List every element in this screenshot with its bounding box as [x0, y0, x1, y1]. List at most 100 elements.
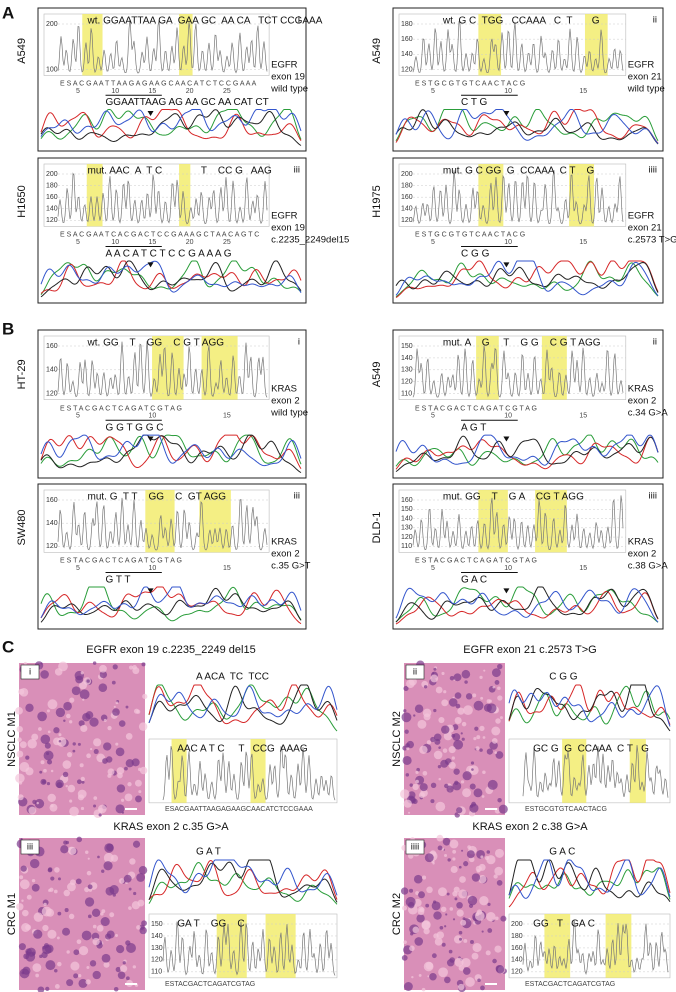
tissue: [446, 958, 455, 967]
tissue: [47, 730, 51, 734]
tissue: [101, 953, 111, 963]
sequence-bottom: A G T: [461, 422, 486, 433]
tissue: [53, 889, 58, 894]
y-tick-label: 140: [401, 206, 413, 213]
arrow: [147, 588, 154, 594]
tissue: [84, 886, 90, 893]
tissue: [66, 950, 70, 954]
section-label: A: [2, 3, 14, 22]
tissue: [40, 670, 49, 679]
trace: [412, 21, 624, 74]
tissue: [15, 773, 25, 784]
tissue: [470, 761, 475, 765]
tissue: [58, 739, 62, 743]
tissue: [93, 749, 99, 755]
tissue: [437, 764, 442, 769]
sequence-bottom: GGAATTAAG AG AA GC AA CAT CT: [106, 97, 269, 108]
tissue: [411, 975, 414, 979]
tissue: [444, 976, 451, 984]
tissue: [487, 928, 493, 933]
tissue: [493, 874, 498, 879]
tissue: [122, 961, 126, 965]
trace: [40, 434, 302, 474]
tissue: [453, 739, 464, 750]
tissue: [495, 751, 504, 759]
tissue: [436, 834, 444, 842]
y-tick-label: 140: [46, 520, 58, 527]
tissue: [54, 867, 60, 873]
trace: [508, 685, 671, 725]
position-label: 5: [76, 413, 80, 420]
tissue: [453, 768, 460, 775]
sample-label: H1975: [371, 185, 383, 217]
tissue: [31, 883, 40, 892]
tissue: [463, 705, 473, 716]
tissue: [452, 849, 457, 854]
tissue: [401, 712, 412, 723]
tissue: [57, 961, 62, 967]
position-label: 10: [111, 88, 119, 95]
tissue: [86, 870, 92, 876]
trace: [395, 109, 659, 144]
trace: [395, 260, 659, 299]
tissue: [494, 751, 498, 754]
tissue: [405, 896, 416, 907]
panel-border: [37, 7, 307, 152]
tissue: [102, 758, 108, 764]
tissue: [457, 983, 465, 991]
tissue: [113, 705, 116, 708]
y-tick-label: 120: [511, 969, 523, 976]
tissue: [109, 912, 115, 918]
gene-annotation: wild type: [270, 408, 308, 419]
tissue: [110, 854, 119, 862]
trace: [148, 859, 338, 896]
tissue: [434, 937, 443, 946]
tissue: [453, 935, 463, 944]
tissue: [38, 727, 42, 731]
y-tick-label: 160: [401, 497, 413, 504]
tissue: [465, 977, 475, 987]
tissue: [107, 768, 115, 776]
sequence-top: wt. GGAATTAA GA GAA GC AA CA TCT CCGAAA: [87, 16, 323, 27]
tissue: [124, 766, 128, 771]
y-tick-label: 110: [401, 390, 412, 397]
tissue: [112, 664, 118, 670]
tissue: [92, 924, 97, 929]
y-tick-label: 160: [46, 343, 58, 350]
position-label: 10: [504, 413, 512, 420]
tissue: [467, 895, 478, 906]
tissue: [438, 967, 448, 978]
tissue: [98, 683, 108, 692]
tissue: [36, 801, 39, 805]
trace: [395, 436, 659, 470]
tissue: [132, 667, 140, 675]
tissue: [441, 699, 449, 707]
index-sequence: E S T G C G T G T C A A C T A C G: [415, 81, 525, 88]
tissue: [405, 743, 410, 748]
sequence-upper: A ACA TC TCC: [196, 672, 269, 683]
tissue: [141, 920, 147, 927]
tissue: [441, 725, 450, 734]
tissue: [448, 746, 456, 754]
tissue: [22, 909, 29, 917]
tissue: [460, 919, 467, 926]
highlight: [179, 164, 191, 227]
tissue: [469, 783, 476, 790]
panel-numeral: iiii: [411, 842, 419, 853]
tissue: [423, 685, 428, 689]
position-label: 25: [223, 88, 231, 95]
tissue: [409, 888, 414, 893]
tissue: [47, 699, 58, 710]
tissue: [45, 960, 56, 971]
tissue: [92, 970, 101, 980]
trace: [395, 260, 659, 297]
position-label: 10: [504, 239, 512, 246]
y-tick-label: 200: [401, 171, 413, 178]
tissue: [116, 767, 125, 775]
tissue: [106, 843, 114, 852]
panel-numeral: iii: [294, 491, 300, 502]
tissue: [442, 748, 448, 753]
tissue: [103, 718, 107, 722]
tissue: [433, 911, 442, 920]
sample-label: HT-29: [16, 359, 28, 389]
